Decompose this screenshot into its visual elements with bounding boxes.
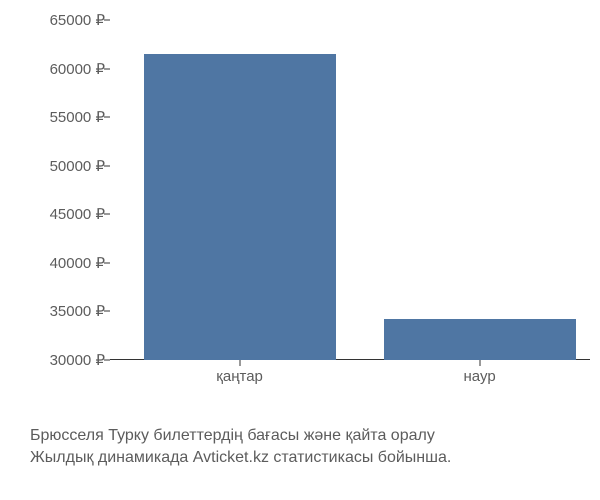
y-tick-mark bbox=[104, 68, 110, 69]
y-tick-mark bbox=[104, 262, 110, 263]
y-tick-label: 60000 ₽ bbox=[30, 60, 105, 78]
y-tick-mark bbox=[104, 20, 110, 21]
x-tick-label: қаңтар bbox=[216, 368, 263, 385]
y-tick-label: 55000 ₽ bbox=[30, 108, 105, 126]
caption-line-2: Жылдық динамикада Avticket.kz статистика… bbox=[30, 447, 590, 469]
y-tick-label: 30000 ₽ bbox=[30, 351, 105, 369]
price-chart: 30000 ₽ 35000 ₽ 40000 ₽ 45000 ₽ 50000 ₽ 55000… bbox=[30, 20, 590, 400]
x-tick-mark bbox=[239, 360, 240, 366]
y-tick-mark bbox=[104, 311, 110, 312]
y-tick-label: 65000 ₽ bbox=[30, 11, 105, 29]
bar bbox=[144, 54, 336, 360]
bar bbox=[384, 319, 576, 360]
y-tick-label: 35000 ₽ bbox=[30, 302, 105, 320]
x-tick-mark bbox=[479, 360, 480, 366]
y-tick-mark bbox=[104, 165, 110, 166]
caption-line-1: Брюсселя Турку билеттердің бағасы және қ… bbox=[30, 425, 590, 447]
y-tick-label: 40000 ₽ bbox=[30, 254, 105, 272]
x-tick-label: наур bbox=[464, 368, 496, 385]
chart-caption: Брюсселя Турку билеттердің бағасы және қ… bbox=[30, 425, 590, 468]
y-tick-mark bbox=[104, 214, 110, 215]
y-tick-mark bbox=[104, 117, 110, 118]
y-tick-label: 45000 ₽ bbox=[30, 205, 105, 223]
y-tick-label: 50000 ₽ bbox=[30, 157, 105, 175]
y-tick-mark bbox=[104, 360, 110, 361]
